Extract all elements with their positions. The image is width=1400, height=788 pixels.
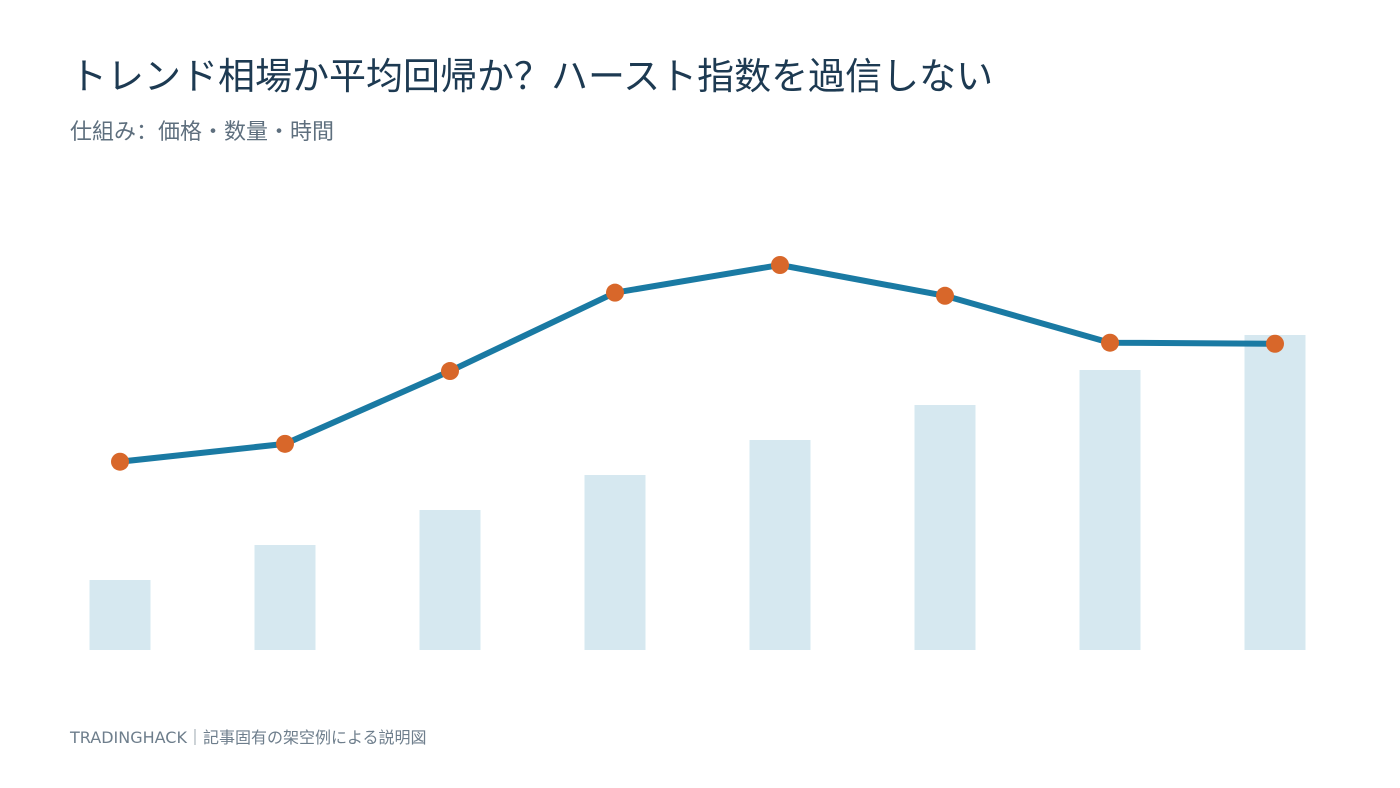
bar-2 bbox=[254, 545, 316, 650]
bar-5 bbox=[749, 440, 811, 650]
bar-4 bbox=[584, 475, 646, 650]
line-point-6 bbox=[936, 286, 954, 305]
line-series bbox=[117, 262, 1278, 465]
line-point-2 bbox=[276, 434, 294, 453]
line-point-8 bbox=[1266, 334, 1284, 353]
bar-1 bbox=[89, 580, 151, 650]
line-point-4 bbox=[606, 283, 624, 302]
line-point-3 bbox=[441, 362, 459, 381]
chart-subtitle: 仕組み：価格・数量・時間 bbox=[70, 120, 335, 145]
line-point-1 bbox=[111, 452, 129, 471]
bar-7 bbox=[1079, 370, 1141, 650]
bar-3 bbox=[419, 510, 481, 650]
chart-title: トレンド相場か平均回帰か？ハースト指数を過信しない bbox=[70, 55, 994, 98]
line-point-5 bbox=[771, 256, 789, 274]
line-point-7 bbox=[1101, 333, 1119, 352]
bar-6 bbox=[914, 405, 976, 650]
bar-8 bbox=[1244, 335, 1306, 650]
footer-credit: TRADINGHACK｜記事固有の架空例による説明図 bbox=[70, 728, 427, 747]
